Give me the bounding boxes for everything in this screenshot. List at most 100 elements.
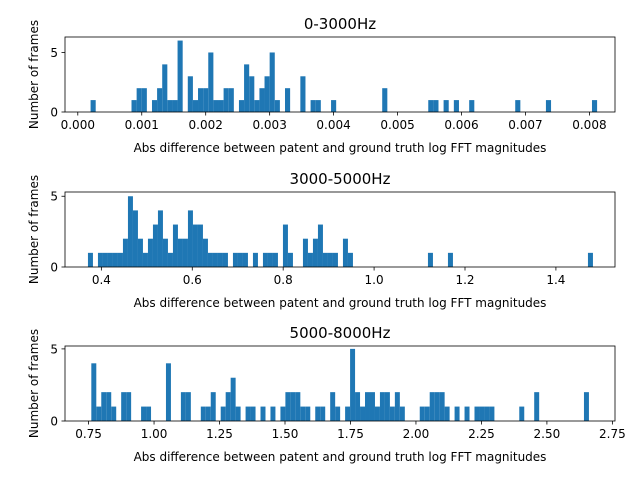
y-axis-label: Number of frames [27,20,41,129]
histogram-bar [583,392,589,421]
x-tick-label: 2.75 [599,427,626,441]
histogram-bar [307,252,313,267]
histogram-bar [260,406,266,421]
histogram-bar [198,88,204,112]
axes-frame [64,36,616,113]
x-tick-label: 0.007 [508,118,542,132]
x-tick-label: 2.50 [534,427,561,441]
histogram-bar [232,252,238,267]
histogram-bar [126,392,132,421]
x-tick-label: 0.000 [61,118,95,132]
histogram-bar [230,377,236,421]
histogram-bar [379,392,385,421]
histogram-bar [332,252,338,267]
histogram-bar [172,100,178,112]
histogram-bar [141,88,147,112]
histogram-bar [111,406,117,421]
histogram-bar [197,224,203,267]
histogram-bar [238,100,245,112]
histogram-bar [254,100,260,112]
histogram-bar [382,88,388,112]
histogram-bar [469,100,475,112]
x-tick-label: 0.75 [75,427,102,441]
histogram-bar [287,252,293,267]
histogram-bar [389,406,395,421]
histogram-bar [360,406,366,421]
histogram-bar [274,100,280,112]
histogram-bar [185,392,191,421]
histogram-bar [207,252,213,267]
histogram-bar [345,406,351,421]
histogram-bar [137,238,143,267]
histogram-bar [180,392,186,421]
histogram-bar [591,100,598,112]
histogram-bar [335,406,341,421]
histogram-bar [474,406,480,421]
x-tick-label: 2.25 [468,427,495,441]
histogram-bar [182,238,188,267]
x-tick-label: 1.2 [455,273,474,287]
histogram-bar [136,88,142,112]
axes-frame [64,345,616,422]
x-tick-label: 0.4 [92,273,111,287]
histogram-bar [479,406,485,421]
x-axis-label: Abs difference between patent and ground… [134,296,547,310]
histogram-bar [342,238,348,267]
histogram-bar [453,100,459,112]
histogram-bar [107,252,113,267]
histogram-bar [112,252,118,267]
histogram-bar [315,406,321,421]
histogram-bar [347,252,353,267]
x-tick-label: 1.00 [141,427,168,441]
x-axis-label: Abs difference between patent and ground… [134,141,547,155]
histogram-bar [320,406,326,421]
histogram-bar [317,224,323,267]
histogram-bar [305,406,311,421]
histogram-bar [282,224,288,267]
x-tick-label: 0.003 [252,118,286,132]
histogram-bar [146,406,152,421]
x-tick-label: 2.00 [403,427,430,441]
histogram-bar [167,252,173,267]
histogram-bar [237,252,243,267]
histogram-bar [464,406,470,421]
histogram-bar [244,64,250,112]
histogram-bar [210,392,216,421]
histogram-bar [433,100,439,112]
histogram-bar [424,406,430,421]
histogram-bar [545,100,552,112]
x-tick-label: 1.4 [546,273,565,287]
x-tick-label: 0.004 [316,118,350,132]
histogram-bar [157,210,163,267]
histogram-bar [312,238,318,267]
x-tick-label: 1.25 [206,427,233,441]
panel-3: 0.75 1.00 1.25 1.50 1.75 2.00 2.25 2.50 2.75 0 5 50… [27,324,626,464]
histogram-bar [141,406,147,421]
histogram-bar [172,224,178,267]
y-tick-label: 0 [50,261,58,275]
histogram-bar [222,252,228,267]
x-tick-label: 0.001 [125,118,159,132]
histogram-bar [302,238,308,267]
histogram-bar [90,100,96,112]
histogram-bar [131,100,137,112]
histogram-bar [147,238,153,267]
histogram-bar [300,76,306,112]
histogram-bar [202,238,208,267]
histogram-bar [427,252,433,267]
axes-frame [64,191,616,268]
histogram-bar [252,252,258,267]
histogram-bar [165,363,171,421]
histogram-bar [96,406,102,421]
histogram-bar [187,210,193,267]
histogram-bar [447,252,453,267]
x-tick-label: 0.8 [274,273,293,287]
x-tick-label: 0.002 [189,118,223,132]
histogram-bar [310,100,316,112]
histogram-bar [102,252,108,267]
histogram-bar [177,40,183,112]
histogram-bar [208,52,214,112]
histogram-bar [106,392,112,421]
histogram-bar [394,392,400,421]
